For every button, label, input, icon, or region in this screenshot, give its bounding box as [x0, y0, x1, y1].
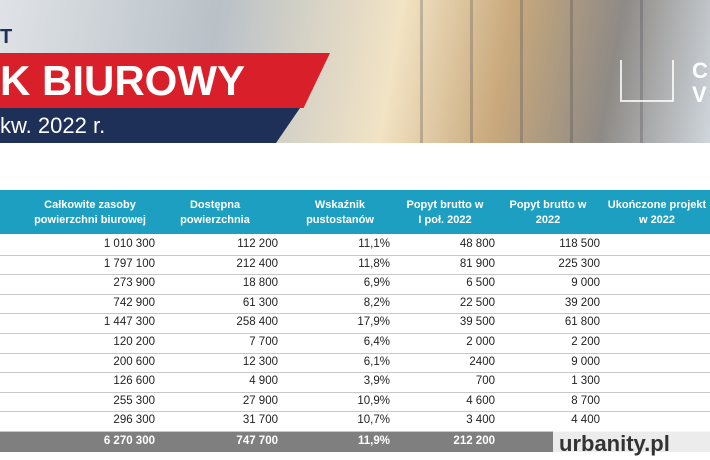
table-cell: 31 700 [242, 414, 278, 427]
table-cell: 3,9% [363, 375, 390, 388]
table-cell: 4 900 [249, 375, 278, 388]
header-cell: Popyt brutto w I poł. 2022 [385, 198, 505, 228]
row-divider [0, 411, 710, 413]
banner-title: K BIUROWY [0, 57, 245, 104]
table-cell: 126 600 [113, 375, 155, 388]
row-divider [0, 431, 710, 432]
table-cell: 10,9% [357, 394, 390, 407]
table-cell: 2400 [469, 355, 495, 368]
table-cell: 39 500 [459, 316, 495, 329]
header-line: w 2022 [638, 214, 676, 226]
row-divider [0, 372, 710, 374]
row-divider [0, 254, 710, 256]
table-cell: 18 800 [242, 277, 278, 290]
title-stripe [0, 53, 330, 108]
header-line: Popyt brutto w [406, 199, 484, 211]
table-cell: 118 500 [559, 238, 600, 250]
table-cell: 35 3 [632, 235, 710, 254]
table-cell: 48 800 [459, 238, 495, 250]
table-cell: 212 400 [236, 257, 278, 270]
header-line: Całkowite zasoby [44, 199, 136, 211]
table-cell: 112 200 [237, 238, 278, 250]
table-cell: 9 000 [571, 355, 600, 368]
banner-top-text: T [0, 26, 13, 48]
table-cell: 39 200 [564, 296, 600, 309]
table-cell: 6 500 [466, 277, 495, 290]
table-cell: 200 600 [113, 355, 155, 368]
table-cell: 8,2% [363, 296, 390, 309]
row-divider [0, 293, 710, 295]
table-cell: 22 500 [459, 296, 495, 309]
logo-letter: C [692, 58, 708, 83]
table-cell: 258 400 [236, 316, 278, 329]
header-line: Popyt brutto w [509, 199, 587, 211]
table-header [0, 190, 710, 234]
row-divider [0, 333, 710, 334]
subtitle-stripe [0, 108, 300, 143]
table-cell: 81 900 [459, 257, 495, 270]
logo-icon [620, 60, 674, 102]
table-cell: 12 300 [242, 355, 278, 368]
table-cell: 6,4% [363, 336, 390, 348]
header-line: I poł. 2022 [418, 214, 472, 226]
table-cell: 10,7% [357, 414, 390, 427]
total-cell: 6 270 300 [103, 435, 155, 447]
table-cell: 11,8% [358, 257, 390, 270]
table-cell: 700 [475, 375, 495, 388]
logo-letter: V [692, 82, 707, 107]
header-cell: Ukończone projekt w 2022 [597, 198, 710, 228]
table-cell: 88 7 [632, 255, 710, 274]
header-line: Ukończone projekt [607, 199, 707, 211]
header-line: Wskaźnik [314, 199, 366, 211]
header-line: powierzchni biurowej [34, 214, 146, 226]
table-cell: 6,1% [363, 355, 390, 368]
table-cell: 61 300 [242, 296, 278, 309]
table-cell: 5 0 [632, 274, 710, 293]
table-cell: 1 300 [571, 375, 600, 388]
table-cell: 17,9% [357, 316, 390, 329]
total-cell: 212 200 [453, 435, 495, 447]
table-cell: 9 000 [571, 277, 600, 290]
header-line: 2022 [535, 214, 561, 226]
header-cell: Całkowite zasoby powierzchni biurowej [30, 198, 150, 228]
banner-subtitle: kw. 2022 r. [0, 113, 106, 138]
total-row [0, 431, 710, 452]
table-cell: 3 400 [466, 414, 495, 427]
table-cell: 273 900 [113, 277, 155, 290]
total-cell: 747 700 [236, 435, 278, 447]
table-cell: 6,9% [363, 277, 390, 290]
row-divider [0, 274, 710, 276]
header-cell: Wskaźnik pustostanów [280, 198, 400, 228]
row-divider [0, 352, 710, 354]
table-cell: 225 300 [558, 257, 600, 270]
table-cell: 8 700 [571, 394, 600, 407]
row-divider [0, 391, 710, 393]
table-cell: 2 000 [466, 336, 495, 348]
table-cell: 255 300 [113, 394, 155, 407]
table-cell: 2 200 [571, 336, 600, 348]
total-cell: 11,9% [358, 435, 390, 447]
header-line: pustostanów [306, 214, 374, 226]
table-cell: 4 600 [466, 394, 495, 407]
table-cell: 4 400 [571, 414, 600, 427]
table-cell: 11,1% [358, 238, 390, 250]
table-cell: 1 797 100 [103, 257, 155, 270]
row-divider [0, 313, 710, 315]
table-cell: 1 447 300 [103, 316, 155, 329]
header-cell: Popyt brutto w 2022 [488, 198, 608, 228]
table-cell: 120 200 [113, 336, 155, 348]
banner: T K BIUROWY kw. 2022 r. C V [0, 0, 710, 143]
watermark: urbanity.pl [553, 428, 710, 460]
table-cell: 742 900 [113, 296, 155, 309]
table-cell: 7 700 [249, 336, 278, 348]
header-line: Dostępna [189, 199, 241, 211]
table-cell: 27 900 [242, 394, 278, 407]
table-cell: 296 300 [113, 414, 155, 427]
table-cell: 61 800 [564, 316, 600, 329]
header-line: powierzchnia [180, 214, 250, 226]
table-cell: 1 010 300 [103, 238, 155, 250]
header-cell: Dostępna powierzchnia [155, 198, 275, 228]
